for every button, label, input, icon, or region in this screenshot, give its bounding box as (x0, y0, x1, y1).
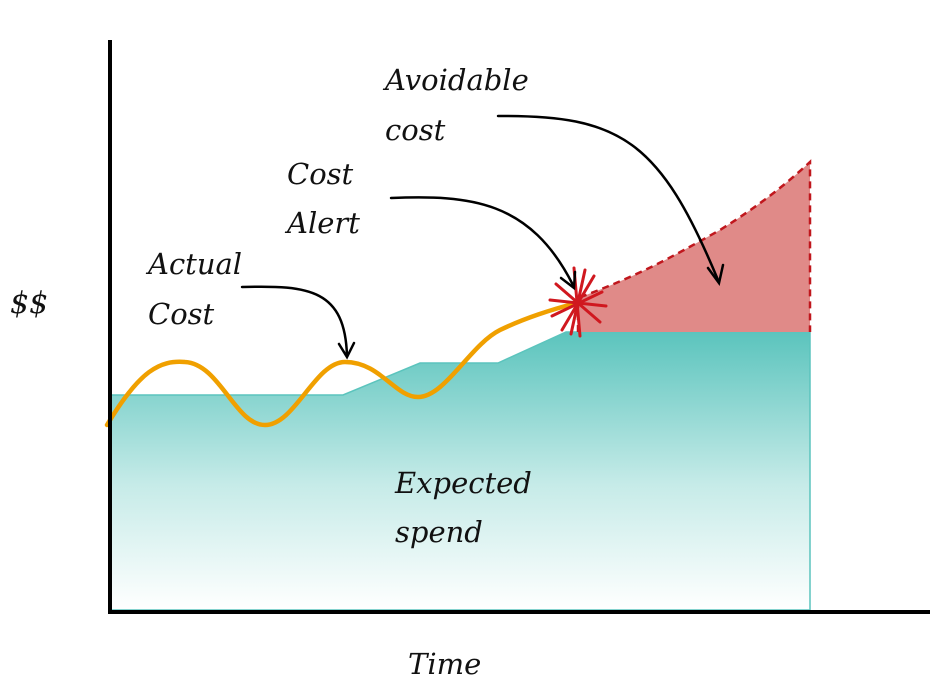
avoidable-cost-boundary (576, 159, 812, 332)
avoidable-cost-arrow (496, 114, 725, 286)
cost-alert-label-line1: Cost (287, 157, 354, 191)
actual-cost-label-line2: Cost (148, 297, 215, 331)
x-axis-label: Time (408, 647, 482, 681)
actual-cost-arrow (240, 285, 356, 360)
expected-spend-label-line1: Expected (395, 466, 532, 500)
cost-alert-arrow (389, 196, 577, 291)
actual-cost-label-line1: Actual (148, 247, 243, 281)
expected-spend-label-line2: spend (395, 515, 483, 549)
avoidable-cost-label-line2: cost (385, 113, 446, 147)
cost-alert-label-line2: Alert (287, 206, 360, 240)
avoidable-cost-area (578, 162, 810, 332)
avoidable-cost-label-line1: Avoidable (385, 63, 529, 97)
y-axis-label: $$ (10, 286, 49, 321)
actual-cost-line (104, 299, 583, 428)
